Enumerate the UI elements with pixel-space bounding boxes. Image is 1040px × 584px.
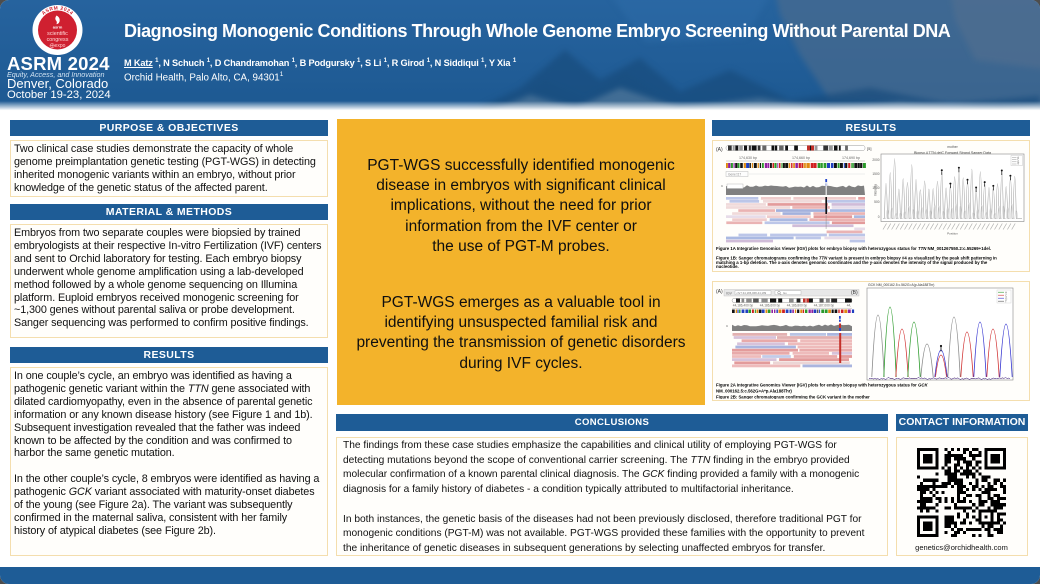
svg-text:chr7:44,186,068-44,189: chr7:44,186,068-44,189 [737, 291, 767, 295]
svg-text:G: G [1017, 160, 1019, 164]
svg-text:C: C [1005, 293, 1008, 297]
svg-text:(B): (B) [851, 290, 858, 296]
svg-text:174,660 bp: 174,660 bp [792, 156, 810, 160]
svg-text:IGV: IGV [726, 291, 733, 295]
svg-text:Go: Go [783, 291, 787, 295]
svg-text:asrm: asrm [53, 25, 63, 30]
svg-text:matching a 1-bp deletion. The: matching a 1-bp deletion. The x-axis den… [716, 260, 988, 265]
svg-text:44,186,800 bp: 44,186,800 bp [787, 304, 808, 308]
svg-text:Biopsy 4 TTN delC Forward Stra: Biopsy 4 TTN delC Forward Strand Sanger … [914, 151, 991, 155]
svg-text:Gene:t17: Gene:t17 [728, 173, 741, 177]
svg-text:174,630 bp: 174,630 bp [739, 156, 757, 160]
svg-text:G: G [1005, 296, 1008, 300]
svg-text:Figure 1B: Sanger chromatogram: Figure 1B: Sanger chromatograms confirmi… [716, 256, 997, 261]
svg-text:nucleotide.: nucleotide. [716, 264, 739, 269]
svg-text:T: T [1005, 299, 1007, 303]
svg-text:scientific: scientific [47, 31, 68, 37]
svg-text:GCK NM_000162.5 c.562G>A(p.Ala: GCK NM_000162.5 c.562G>A(p.Ala188Thr) [868, 283, 934, 287]
svg-text:⨁expo: ⨁expo [50, 43, 66, 49]
svg-text:0: 0 [878, 215, 880, 219]
svg-text:C: C [1017, 158, 1019, 162]
svg-text:44,: 44, [847, 304, 852, 308]
svg-text:44,186,400 bp: 44,186,400 bp [733, 304, 754, 308]
svg-text:[5]: [5] [867, 146, 871, 151]
svg-text:1000: 1000 [872, 186, 879, 190]
svg-text:T: T [1017, 162, 1019, 166]
svg-text:A: A [1005, 290, 1007, 294]
svg-text:44,186,600 bp: 44,186,600 bp [760, 304, 781, 308]
svg-text:Figure 2A Integrative Genomics: Figure 2A Integrative Genomics Viewer (I… [716, 383, 928, 388]
svg-text:congress: congress [47, 37, 69, 43]
svg-text:mother: mother [947, 145, 958, 149]
svg-text:ASRM 2024: ASRM 2024 [41, 5, 74, 16]
svg-text:C: C [726, 324, 729, 328]
svg-text:(A): (A) [716, 147, 723, 153]
svg-text:(A): (A) [716, 289, 723, 295]
svg-text:2000: 2000 [872, 158, 879, 162]
svg-text:Intensity: Intensity [874, 184, 878, 196]
svg-text:1500: 1500 [872, 172, 879, 176]
svg-text:Position: Position [947, 232, 958, 236]
svg-text:NM_000162.5:c.562G>A*p.Ala188T: NM_000162.5:c.562G>A*p.Ala188Thr) [716, 389, 792, 394]
svg-text:C: C [721, 184, 724, 188]
svg-text:500: 500 [874, 200, 880, 204]
svg-text:Figure 2B: Sanger chromatogram: Figure 2B: Sanger chromatogram confirmin… [716, 395, 870, 400]
svg-text:A: A [1017, 156, 1019, 160]
svg-text:Figure 1A Integrative Genomics: Figure 1A Integrative Genomics Viewer (I… [716, 246, 991, 251]
svg-text:174,690 bp: 174,690 bp [842, 156, 860, 160]
svg-text:44,187,000 bp: 44,187,000 bp [814, 304, 835, 308]
